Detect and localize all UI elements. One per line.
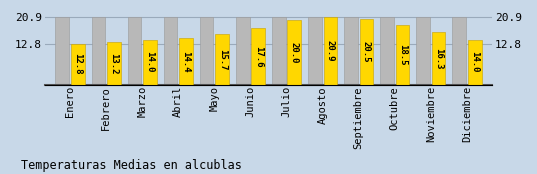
Text: 14.0: 14.0	[470, 51, 479, 73]
Bar	[272, 17, 286, 85]
Text: 16.3: 16.3	[434, 48, 443, 69]
Bar	[416, 17, 430, 85]
Bar	[468, 40, 482, 85]
Bar	[360, 19, 373, 85]
Bar	[323, 17, 337, 85]
Bar	[200, 17, 214, 85]
Bar	[179, 38, 193, 85]
Text: 20.5: 20.5	[362, 41, 371, 62]
Text: 20.0: 20.0	[290, 42, 299, 63]
Bar	[143, 40, 157, 85]
Bar	[71, 44, 85, 85]
Bar	[215, 34, 229, 85]
Text: 20.9: 20.9	[326, 40, 335, 62]
Bar	[308, 17, 322, 85]
Bar	[55, 17, 69, 85]
Bar	[344, 17, 358, 85]
Text: 17.6: 17.6	[253, 46, 263, 67]
Text: 13.2: 13.2	[110, 53, 118, 74]
Bar	[164, 17, 177, 85]
Text: 15.7: 15.7	[217, 49, 227, 70]
Text: 14.4: 14.4	[182, 51, 191, 72]
Bar	[251, 28, 265, 85]
Text: 18.5: 18.5	[398, 44, 407, 66]
Text: 12.8: 12.8	[73, 53, 82, 75]
Bar	[452, 17, 466, 85]
Text: Temperaturas Medias en alcublas: Temperaturas Medias en alcublas	[21, 159, 242, 172]
Bar	[91, 17, 105, 85]
Bar	[396, 25, 409, 85]
Bar	[380, 17, 394, 85]
Bar	[236, 17, 250, 85]
Bar	[107, 42, 121, 85]
Bar	[287, 20, 301, 85]
Bar	[128, 17, 141, 85]
Bar	[432, 32, 446, 85]
Text: 14.0: 14.0	[146, 51, 155, 73]
